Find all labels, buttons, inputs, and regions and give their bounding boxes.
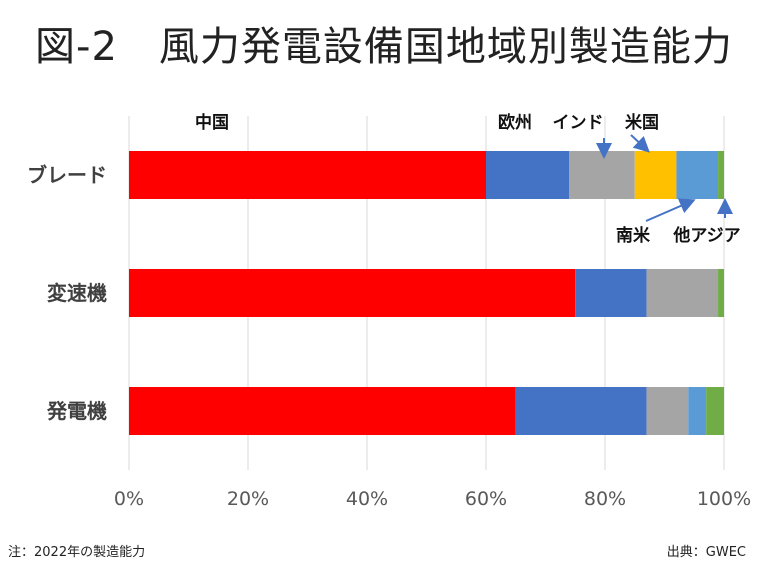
- bar-segment: [486, 151, 570, 199]
- bar-segment: [129, 387, 516, 435]
- series-annotation: 中国: [195, 112, 229, 133]
- category-label: 発電機: [46, 399, 107, 423]
- bar-segment: [718, 269, 724, 317]
- annotation-arrow: [645, 198, 696, 222]
- bar-segment: [634, 151, 677, 199]
- source-credit: 出典：GWEC: [666, 545, 746, 560]
- footnote: 注：2022年の製造能力: [8, 545, 146, 560]
- x-tick-label: 80%: [584, 488, 626, 510]
- bar-segment: [718, 151, 724, 199]
- series-annotation: 米国: [625, 112, 659, 133]
- bar-segment: [706, 387, 724, 435]
- x-tick-label: 40%: [346, 488, 388, 510]
- x-tick-label: 60%: [465, 488, 507, 510]
- bars: [129, 151, 724, 435]
- bar-segment: [129, 269, 576, 317]
- bar-segment: [569, 151, 635, 199]
- category-label: 変速機: [47, 281, 107, 305]
- series-annotation: インド: [553, 113, 604, 133]
- chart-title: 図-2 風力発電設備国地域別製造能力: [35, 24, 733, 70]
- series-annotation: 他アジア: [672, 225, 740, 246]
- x-axis-tick-labels: 0% 20% 40% 60% 80% 100%: [114, 488, 751, 510]
- series-annotation: 南米: [616, 225, 651, 246]
- annotation-arrow: [630, 134, 650, 153]
- series-annotation: 欧州: [498, 112, 532, 133]
- bar-segment: [676, 151, 719, 199]
- x-tick-label: 0%: [114, 488, 144, 510]
- category-label: ブレード: [27, 163, 107, 187]
- x-tick-label: 100%: [697, 488, 751, 510]
- bar-segment: [688, 387, 707, 435]
- bar-segment: [129, 151, 486, 199]
- bar-segment: [515, 387, 647, 435]
- bar-segment: [646, 269, 719, 317]
- bar-segment: [575, 269, 647, 317]
- bar-segment: [646, 387, 689, 435]
- x-tick-label: 20%: [227, 488, 269, 510]
